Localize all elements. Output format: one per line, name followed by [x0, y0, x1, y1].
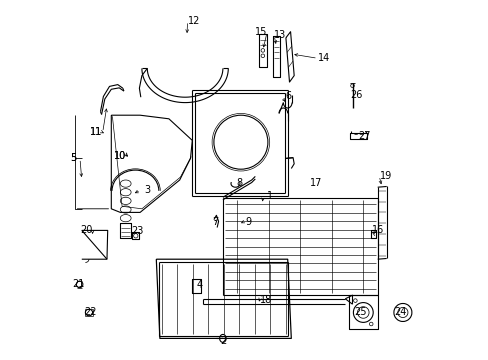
Text: 10: 10	[114, 150, 126, 161]
Text: 7: 7	[212, 217, 218, 228]
Text: 17: 17	[310, 178, 322, 188]
Text: 16: 16	[371, 225, 384, 235]
Text: 18: 18	[260, 295, 272, 305]
Text: 27: 27	[357, 131, 369, 141]
Text: 23: 23	[131, 226, 143, 236]
Text: 20: 20	[80, 225, 92, 235]
Text: 6: 6	[285, 91, 291, 102]
Text: 5: 5	[70, 153, 77, 163]
Text: 4: 4	[196, 280, 202, 291]
Text: 2: 2	[219, 336, 225, 346]
Text: 10: 10	[114, 150, 126, 161]
Text: 8: 8	[236, 177, 243, 188]
Text: 1: 1	[266, 191, 272, 201]
Text: 12: 12	[187, 16, 200, 26]
Text: 13: 13	[274, 30, 286, 40]
Text: 25: 25	[353, 307, 366, 318]
Text: 11: 11	[90, 127, 102, 138]
Text: 11: 11	[90, 127, 102, 138]
Text: 22: 22	[84, 307, 97, 318]
Text: 5: 5	[70, 153, 77, 163]
Text: 14: 14	[318, 53, 330, 63]
Text: 24: 24	[393, 307, 406, 318]
Text: 19: 19	[379, 171, 391, 181]
Text: 9: 9	[245, 217, 251, 228]
Text: 15: 15	[254, 27, 266, 37]
Text: 26: 26	[350, 90, 362, 100]
Text: 21: 21	[72, 279, 84, 289]
Text: 3: 3	[144, 185, 150, 195]
